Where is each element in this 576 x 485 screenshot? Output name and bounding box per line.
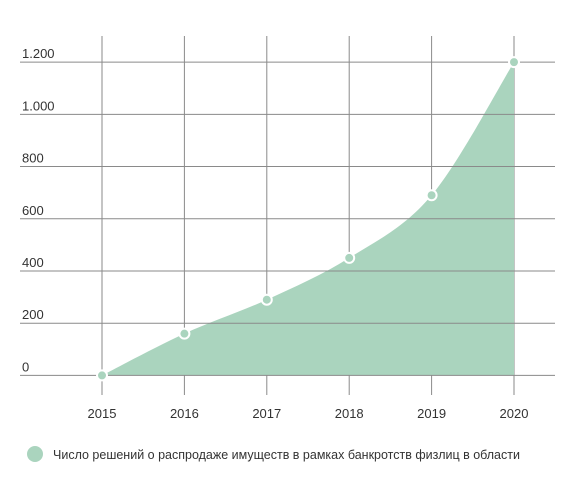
point xyxy=(178,327,191,340)
y-tick-label: 400 xyxy=(22,255,44,270)
point xyxy=(260,293,273,306)
y-tick-label: 0 xyxy=(22,359,29,374)
x-tick-label: 2019 xyxy=(417,406,446,421)
x-tick-label: 2016 xyxy=(170,406,199,421)
legend-label: Число решений о распродаже имуществ в ра… xyxy=(53,448,520,462)
y-tick-label: 600 xyxy=(22,203,44,218)
x-tick-label: 2015 xyxy=(88,406,117,421)
area xyxy=(102,62,514,376)
legend-marker xyxy=(27,446,43,462)
y-tick-label: 200 xyxy=(22,307,44,322)
point xyxy=(425,189,438,202)
x-tick-label: 2017 xyxy=(252,406,281,421)
y-tick-label: 800 xyxy=(22,151,44,166)
y-tick-label: 1.200 xyxy=(22,46,55,61)
x-tick-label: 2018 xyxy=(335,406,364,421)
y-tick-label: 1.000 xyxy=(22,98,55,113)
point xyxy=(96,369,108,382)
point xyxy=(508,56,520,69)
x-tick-label: 2020 xyxy=(500,406,529,421)
point xyxy=(343,251,356,264)
